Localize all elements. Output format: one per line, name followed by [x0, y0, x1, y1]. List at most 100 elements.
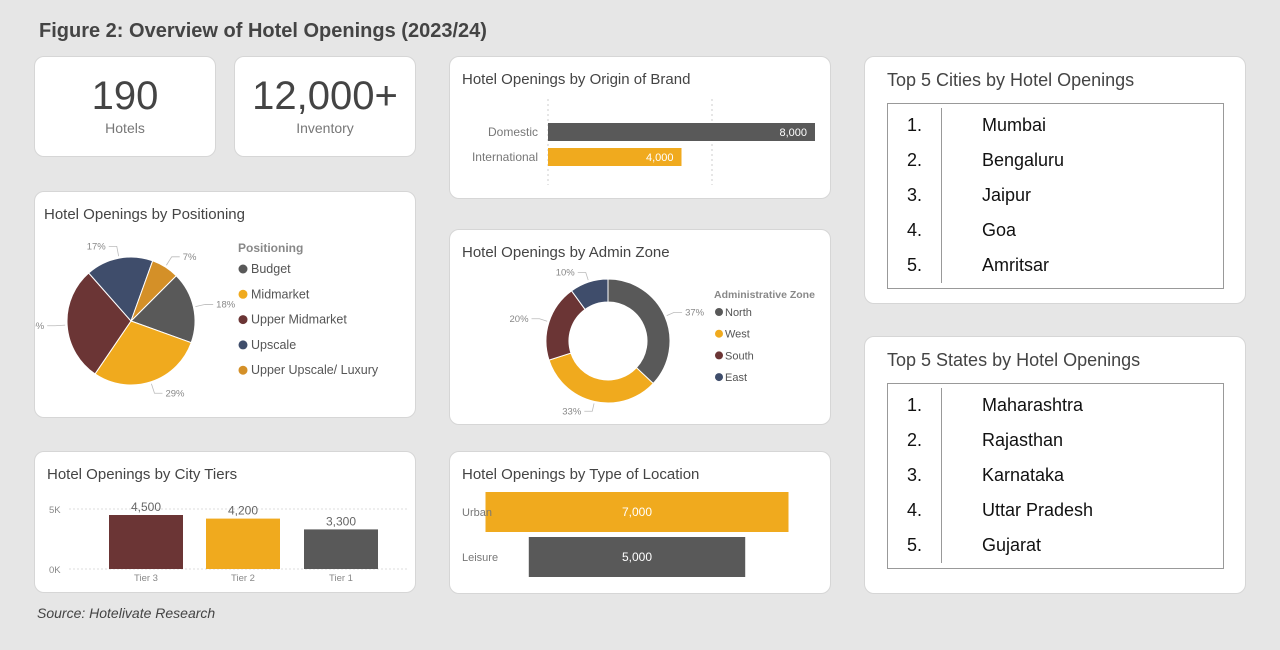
admin-zone-card: Hotel Openings by Admin Zone 37% 33% 20% 10… — [449, 229, 831, 425]
data-label-tier-1: 3,300 — [326, 514, 356, 528]
city-tiers-title: Hotel Openings by City Tiers — [47, 466, 238, 483]
table-row: 1. Mumbai — [888, 108, 1223, 143]
data-label-west: 33% — [562, 406, 582, 417]
location-card: Hotel Openings by Type of Location 7,000… — [449, 451, 831, 594]
data-label-leisure: 5,000 — [622, 550, 652, 564]
legend-dot-upper-upscale-luxury — [238, 365, 248, 375]
table-row: 3. Jaipur — [888, 178, 1223, 213]
legend-dot-upscale — [238, 340, 248, 350]
location-funnel-chart: 7,000 Urban 5,000 Leisure — [462, 492, 789, 577]
data-label-upper-upscale-luxury: 7% — [183, 252, 197, 263]
origin-card: Hotel Openings by Origin of Brand 8,000 D… — [449, 56, 831, 199]
table-row: 1. Maharashtra — [888, 388, 1223, 423]
origin-bar-chart: 8,000 Domestic 4,000 International — [472, 99, 815, 185]
table-row: 4. Goa — [888, 213, 1223, 248]
rank-item-karnataka: Karnataka — [982, 465, 1065, 485]
top-cities-title: Top 5 Cities by Hotel Openings — [887, 70, 1135, 90]
top-states-title: Top 5 States by Hotel Openings — [887, 350, 1141, 370]
city-tiers-bar-chart: 5K 0K 4,500 Tier 3 4,200 Tier 2 3,300 Tier 1 — [49, 500, 407, 584]
table-row: 5. Amritsar — [888, 248, 1223, 283]
admin-zone-title: Hotel Openings by Admin Zone — [462, 244, 670, 261]
rank-item-mumbai: Mumbai — [982, 115, 1047, 135]
leader-line — [151, 383, 163, 394]
kpi-inventory-value: 12,000+ — [252, 74, 398, 118]
slice-midmarket — [94, 320, 192, 386]
data-label-domestic: 8,000 — [779, 127, 807, 139]
bar-domestic — [548, 123, 815, 141]
rank-number: 1. — [888, 388, 942, 423]
rank-item-maharashtra: Maharashtra — [982, 395, 1084, 415]
legend-dot-budget — [238, 264, 248, 274]
slice-east — [570, 278, 609, 311]
rank-number: 1. — [888, 108, 942, 143]
bar-tier-1 — [304, 529, 378, 569]
origin-title: Hotel Openings by Origin of Brand — [462, 71, 691, 88]
ytick-0k: 0K — [49, 565, 61, 576]
legend-dot-north — [715, 308, 723, 316]
rank-item-amritsar: Amritsar — [982, 255, 1049, 275]
rank-number: 5. — [888, 248, 942, 283]
legend-item-upper-midmarket: Upper Midmarket — [251, 313, 347, 327]
kpi-inventory-label: Inventory — [296, 120, 354, 136]
positioning-card: Hotel Openings by Positioning 18%29%29%1… — [34, 191, 416, 418]
figure-title: Figure 2: Overview of Hotel Openings (20… — [39, 20, 487, 42]
data-label-international: 4,000 — [646, 152, 674, 164]
legend-dot-midmarket — [238, 289, 248, 299]
rank-number: 4. — [888, 493, 942, 528]
table-row: 4. Uttar Pradesh — [888, 493, 1223, 528]
kpi-hotels-value: 190 — [91, 74, 159, 118]
leader-line — [166, 256, 180, 266]
legend-dot-east — [715, 373, 723, 382]
legend-item-upscale: Upscale — [251, 338, 296, 352]
table-row: 2. Rajasthan — [888, 423, 1223, 458]
rank-item-rajasthan: Rajasthan — [982, 430, 1064, 450]
rank-item-uttar-pradesh: Uttar Pradesh — [982, 500, 1094, 520]
data-label-tier-2: 4,200 — [228, 504, 258, 518]
xtick-tier-1: Tier 1 — [329, 573, 353, 584]
rank-number: 4. — [888, 213, 942, 248]
rank-number: 3. — [888, 458, 942, 493]
kpi-card-hotels: 190 Hotels — [34, 56, 216, 157]
ytick-domestic: Domestic — [488, 125, 538, 139]
legend-item-south: South — [725, 350, 754, 362]
ytick-urban: Urban — [462, 507, 492, 519]
data-label-tier-3: 4,500 — [131, 500, 161, 514]
rank-item-jaipur: Jaipur — [982, 185, 1032, 205]
top-cities-card: Top 5 Cities by Hotel Openings 1. Mumbai 2… — [864, 56, 1246, 304]
source-note: Source: Hotelivate Research — [37, 605, 216, 621]
bar-leisure — [528, 537, 746, 577]
leader-line — [47, 324, 66, 327]
bar-tier-3 — [109, 515, 183, 569]
rank-item-gujarat: Gujarat — [982, 535, 1042, 555]
leader-line — [195, 304, 214, 307]
rank-number: 2. — [888, 143, 942, 178]
positioning-pie-chart: 18% 29% 29% 17% 7% Positioning Budget Midmarket… — [35, 241, 379, 399]
slice-budget — [130, 275, 196, 344]
data-label-upscale: 17% — [87, 241, 107, 252]
city-tiers-card: Hotel Openings by City Tiers 5K 0K 4,500 Ti… — [34, 451, 416, 593]
rank-item-bengaluru: Bengaluru — [982, 150, 1065, 170]
rank-item-goa: Goa — [982, 220, 1017, 240]
data-label-south: 20% — [510, 314, 530, 325]
legend-item-midmarket: Midmarket — [251, 287, 310, 301]
xtick-tier-2: Tier 2 — [231, 573, 255, 584]
data-label-upper-midmarket: 29% — [35, 321, 45, 332]
data-label-urban: 7,000 — [622, 505, 652, 519]
legend-item-west: West — [725, 329, 750, 341]
data-label-east: 10% — [556, 268, 576, 279]
slice-north — [607, 278, 671, 385]
table-row: 3. Karnataka — [888, 458, 1223, 493]
xtick-tier-3: Tier 3 — [134, 573, 158, 584]
data-label-midmarket: 29% — [165, 388, 185, 399]
top-states-table: 1. Maharashtra 2. Rajasthan 3. Karnataka 4. Utt… — [887, 383, 1224, 569]
legend-dot-upper-midmarket — [238, 315, 248, 325]
ytick-5k: 5K — [49, 505, 61, 516]
kpi-hotels-label: Hotels — [105, 120, 145, 136]
location-title: Hotel Openings by Type of Location — [462, 466, 700, 483]
admin-zone-donut-chart: 37% 33% 20% 10% Administrative Zone North West… — [510, 268, 816, 418]
kpi-card-inventory: 12,000+ Inventory — [234, 56, 416, 157]
legend-item-upper-upscale-luxury: Upper Upscale/ Luxury — [251, 363, 379, 377]
ytick-international: International — [472, 150, 538, 164]
legend-dot-west — [715, 329, 723, 338]
slice-upper-midmarket — [66, 272, 132, 375]
